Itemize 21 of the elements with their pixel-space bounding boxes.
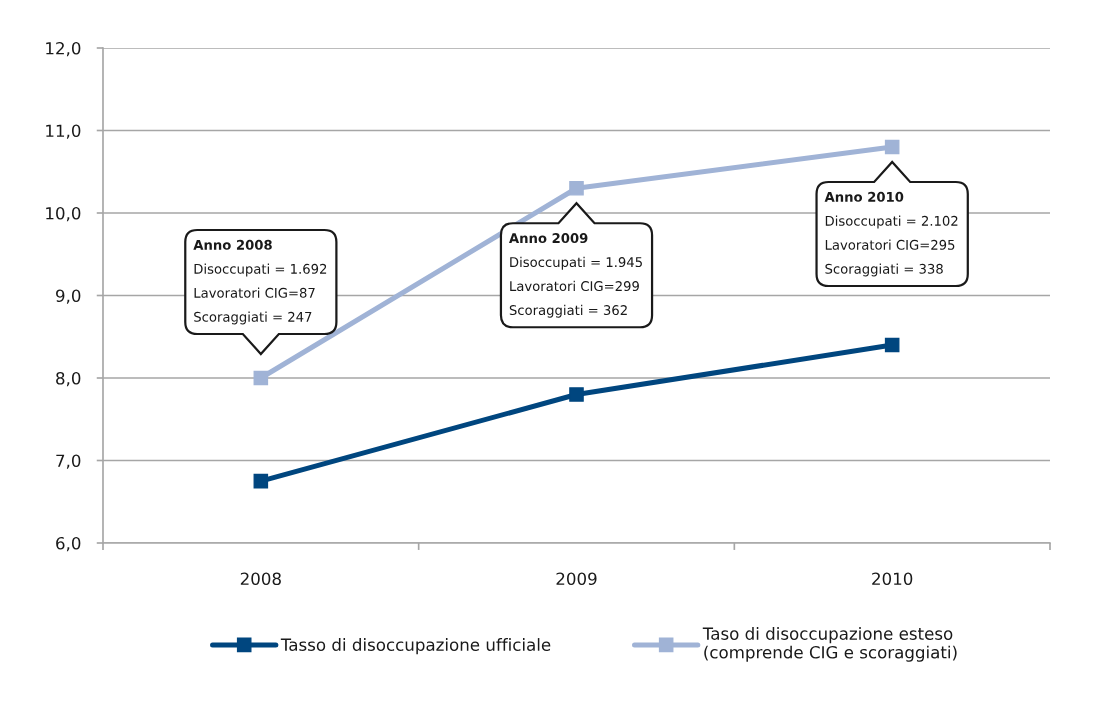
y-tick-label: 12,0 <box>46 41 81 57</box>
annotation: Anno 2008 Disoccupati = 1.692 Lavoratori CIG=87 Scoraggiati = 247 <box>193 239 327 325</box>
y-tick-label: 7,0 <box>56 454 81 469</box>
annotation: Anno 2010 Disoccupati = 2.102 Lavoratori CIG=295 Scoraggiati = 338 <box>824 191 958 277</box>
x-tick-label: 2010 <box>872 572 913 586</box>
legend-label: Tasso di disoccupazione ufficiale <box>280 638 551 655</box>
y-tick-label: 6,0 <box>56 536 81 552</box>
x-tick-label: 2009 <box>556 572 597 586</box>
point <box>569 180 584 196</box>
y-tick-label: 10,0 <box>46 206 81 222</box>
point <box>569 387 584 402</box>
y-tick-label: 9,0 <box>56 289 81 304</box>
annotation: Anno 2009 Disoccupati = 1.945 Lavoratori CIG=299 Scoraggiati = 362 <box>509 233 642 318</box>
y-tick-label: 8,0 <box>56 371 81 387</box>
point <box>253 370 269 386</box>
point <box>884 139 900 155</box>
y-tick-label: 11,0 <box>46 124 81 139</box>
point <box>884 337 900 353</box>
x-tick-label: 2008 <box>240 572 281 586</box>
legend-label: Taso di disoccupazione esteso (comprende CIG e scoraggiati) <box>702 627 957 662</box>
point <box>253 473 269 489</box>
